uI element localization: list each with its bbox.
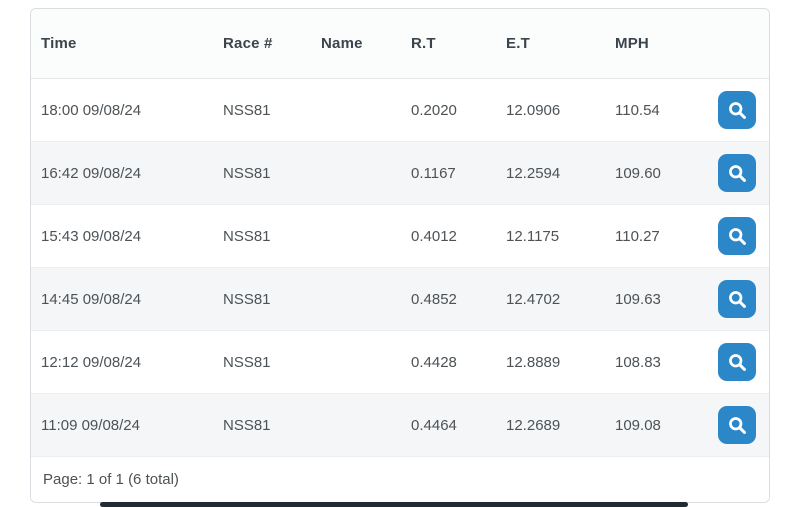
cell-name xyxy=(311,331,401,394)
cell-et: 12.0906 xyxy=(506,101,561,119)
cell-action xyxy=(699,268,769,331)
table-header: Time Race # Name R.T E.T MPH xyxy=(31,9,769,79)
header-row: Time Race # Name R.T E.T MPH xyxy=(31,9,769,79)
cell-race-number: NSS81 xyxy=(223,353,271,371)
table-row: 14:45 09/08/24 NSS81 0.4852 12.4702 109.… xyxy=(31,267,769,331)
cell-rt: 0.4852 xyxy=(411,290,457,308)
cell-time: 11:09 09/08/24 xyxy=(41,416,140,434)
column-header-race-number: Race # xyxy=(213,9,311,79)
cell-rt: 0.4464 xyxy=(411,416,457,434)
cell-race-number: NSS81 xyxy=(223,101,271,119)
cell-action xyxy=(699,394,769,457)
cell-action xyxy=(699,331,769,394)
table-row: 12:12 09/08/24 NSS81 0.4428 12.8889 108.… xyxy=(31,330,769,394)
column-header-name: Name xyxy=(311,9,401,79)
cell-mph: 109.63 xyxy=(615,290,661,308)
cell-name xyxy=(311,142,401,205)
cell-time: 15:43 09/08/24 xyxy=(41,227,142,245)
cell-name xyxy=(311,79,401,142)
cell-time: 12:12 09/08/24 xyxy=(41,353,142,371)
column-header-time: Time xyxy=(31,9,213,79)
row-search-button[interactable] xyxy=(718,406,756,444)
cell-name xyxy=(311,205,401,268)
row-search-button[interactable] xyxy=(718,91,756,129)
column-header-et: E.T xyxy=(496,9,605,79)
row-search-button[interactable] xyxy=(718,154,756,192)
results-table-card: Time Race # Name R.T E.T MPH 18:00 09/08… xyxy=(30,8,770,503)
cell-mph: 108.83 xyxy=(615,353,661,371)
table-row: 16:42 09/08/24 NSS81 0.1167 12.2594 109.… xyxy=(31,141,769,205)
cell-rt: 0.4428 xyxy=(411,353,457,371)
column-header-mph: MPH xyxy=(605,9,699,79)
cell-name xyxy=(311,394,401,457)
cell-et: 12.4702 xyxy=(506,290,561,308)
cell-et: 12.1175 xyxy=(506,227,560,245)
cell-time: 16:42 09/08/24 xyxy=(41,164,142,182)
row-search-button[interactable] xyxy=(718,343,756,381)
row-search-button[interactable] xyxy=(718,217,756,255)
table-row: 11:09 09/08/24 NSS81 0.4464 12.2689 109.… xyxy=(31,393,769,457)
cell-rt: 0.2020 xyxy=(411,101,457,119)
cell-action xyxy=(699,79,769,142)
cell-time: 18:00 09/08/24 xyxy=(41,101,142,119)
cell-mph: 110.54 xyxy=(615,101,660,119)
table-row: 18:00 09/08/24 NSS81 0.2020 12.0906 110.… xyxy=(31,78,769,142)
magnifier-icon xyxy=(728,353,746,371)
cell-et: 12.2689 xyxy=(506,416,561,434)
cell-action xyxy=(699,205,769,268)
cell-mph: 109.08 xyxy=(615,416,661,434)
pagination-status: Page: 1 of 1 (6 total) xyxy=(31,457,769,502)
table-body: 18:00 09/08/24 NSS81 0.2020 12.0906 110.… xyxy=(31,78,769,457)
cell-mph: 109.60 xyxy=(615,164,661,182)
column-header-rt: R.T xyxy=(401,9,496,79)
cell-et: 12.8889 xyxy=(506,353,561,371)
magnifier-icon xyxy=(728,227,746,245)
table-row: 15:43 09/08/24 NSS81 0.4012 12.1175 110.… xyxy=(31,204,769,268)
cell-et: 12.2594 xyxy=(506,164,561,182)
cell-rt: 0.1167 xyxy=(411,164,456,182)
cell-race-number: NSS81 xyxy=(223,416,271,434)
cell-rt: 0.4012 xyxy=(411,227,457,245)
cell-action xyxy=(699,142,769,205)
cell-race-number: NSS81 xyxy=(223,227,271,245)
horizontal-scrollbar-thumb[interactable] xyxy=(100,502,688,507)
cell-race-number: NSS81 xyxy=(223,290,271,308)
magnifier-icon xyxy=(728,164,746,182)
magnifier-icon xyxy=(728,101,746,119)
magnifier-icon xyxy=(728,416,746,434)
cell-time: 14:45 09/08/24 xyxy=(41,290,142,308)
row-search-button[interactable] xyxy=(718,280,756,318)
column-header-action xyxy=(699,9,769,79)
cell-race-number: NSS81 xyxy=(223,164,271,182)
cell-name xyxy=(311,268,401,331)
cell-mph: 110.27 xyxy=(615,227,660,245)
magnifier-icon xyxy=(728,290,746,308)
race-results-table: Time Race # Name R.T E.T MPH 18:00 09/08… xyxy=(31,9,769,457)
